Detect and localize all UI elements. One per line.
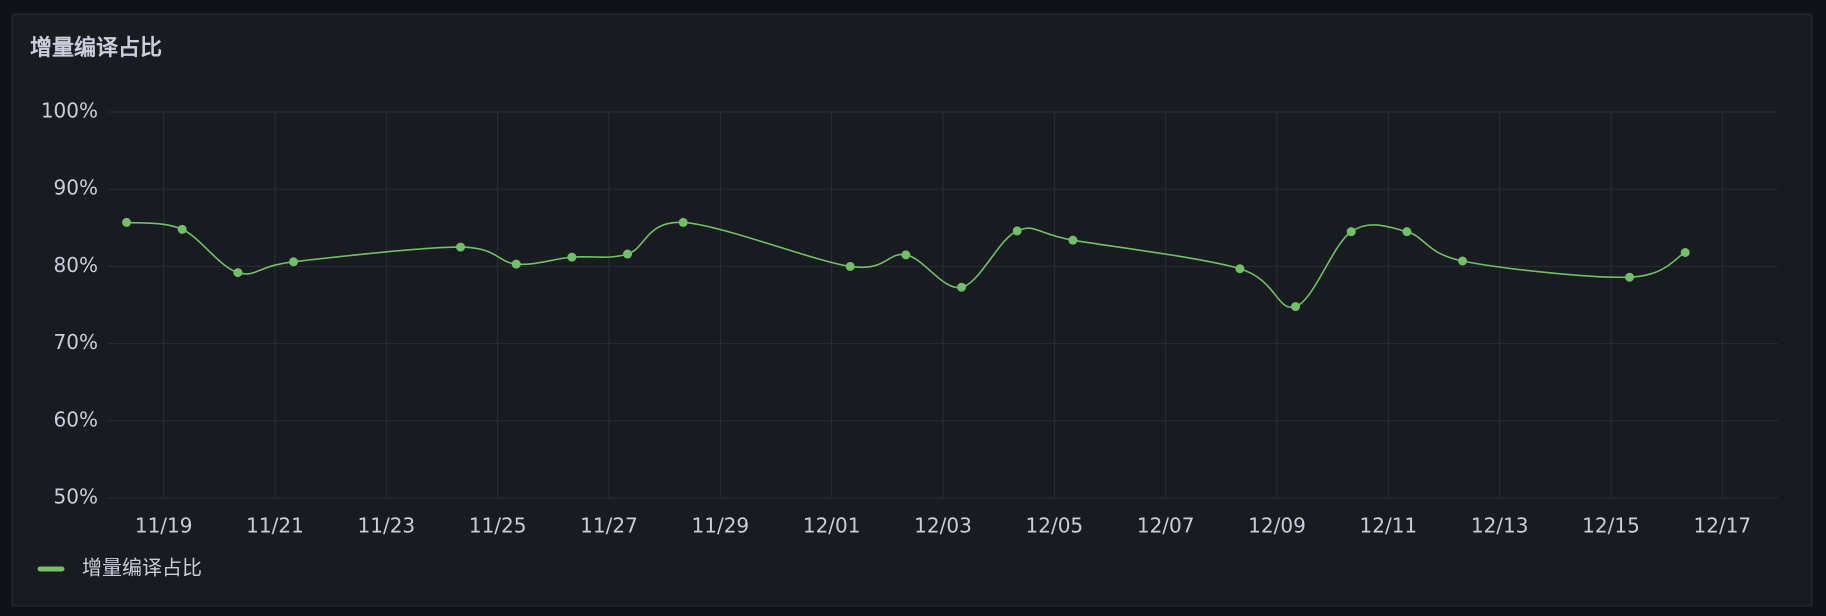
y-tick-label: 80%: [54, 253, 98, 277]
x-tick-label: 11/21: [246, 514, 304, 538]
x-tick-label: 12/15: [1582, 514, 1640, 538]
series-line: [126, 221, 1686, 309]
x-tick-label: 12/09: [1248, 514, 1306, 538]
x-tick-label: 12/11: [1360, 514, 1418, 538]
data-point: [122, 217, 132, 227]
legend-label: 增量编译占比: [82, 556, 202, 580]
y-tick-label: 50%: [54, 485, 98, 509]
data-point: [1458, 256, 1468, 266]
grid: [108, 111, 1778, 499]
data-point: [957, 282, 967, 292]
data-point: [623, 249, 633, 259]
data-point: [1625, 272, 1635, 282]
data-point: [1012, 226, 1022, 236]
data-point: [1680, 248, 1690, 258]
axes: 50% 60% 70% 80% 90% 100% 11/19 11/21 11/23 11/25 1…: [41, 99, 1751, 538]
x-tick-label: 12/13: [1471, 514, 1529, 538]
x-tick-label: 12/17: [1694, 514, 1752, 538]
panel-title: 增量编译占比: [30, 35, 162, 61]
x-tick-label: 12/07: [1137, 514, 1195, 538]
data-point: [901, 250, 911, 260]
y-tick-label: 60%: [54, 407, 98, 431]
x-tick-label: 12/03: [914, 514, 972, 538]
data-point: [1402, 227, 1412, 237]
x-tick-label: 12/05: [1026, 514, 1084, 538]
x-tick-label: 11/25: [469, 514, 527, 538]
x-tick-label: 11/19: [135, 514, 193, 538]
y-tick-label: 100%: [41, 99, 98, 123]
data-point: [678, 217, 688, 227]
x-tick-label: 12/01: [803, 514, 861, 538]
data-point: [1291, 302, 1301, 312]
plot-area: [122, 217, 1690, 312]
x-tick-label: 11/27: [580, 514, 638, 538]
data-point: [289, 257, 299, 267]
data-point: [567, 252, 577, 262]
data-point: [511, 259, 521, 269]
data-point: [1346, 227, 1356, 237]
data-point: [845, 261, 855, 271]
data-point: [1235, 264, 1245, 274]
x-tick-label: 11/29: [692, 514, 750, 538]
x-tick-label: 11/23: [358, 514, 416, 538]
data-point: [456, 242, 466, 252]
panel-frame: [11, 13, 1813, 607]
data-point: [1068, 235, 1078, 245]
y-tick-label: 90%: [54, 176, 98, 200]
data-point: [177, 224, 187, 234]
y-tick-label: 70%: [54, 330, 98, 354]
data-point: [233, 268, 243, 278]
